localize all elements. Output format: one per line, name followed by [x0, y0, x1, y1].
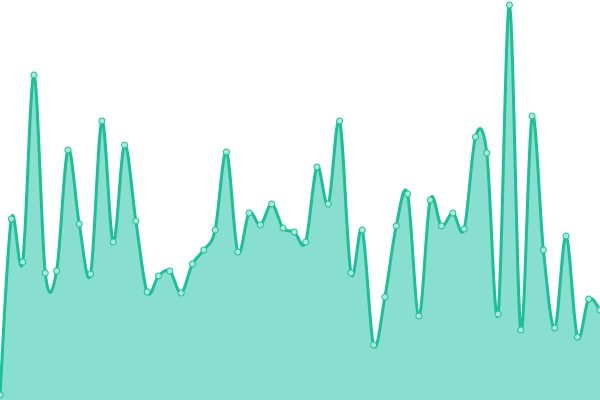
- data-point[interactable]: [245, 209, 253, 217]
- data-point[interactable]: [75, 220, 83, 228]
- data-point[interactable]: [143, 288, 151, 296]
- data-point[interactable]: [211, 226, 219, 234]
- data-point[interactable]: [358, 226, 366, 234]
- data-point[interactable]: [0, 391, 4, 399]
- data-point[interactable]: [415, 312, 423, 320]
- data-point[interactable]: [290, 228, 298, 236]
- data-point[interactable]: [404, 190, 412, 198]
- data-point[interactable]: [585, 295, 593, 303]
- data-point[interactable]: [517, 326, 525, 334]
- data-point[interactable]: [471, 133, 479, 141]
- data-point[interactable]: [381, 293, 389, 301]
- data-point[interactable]: [121, 141, 129, 149]
- data-point[interactable]: [109, 238, 117, 246]
- data-point[interactable]: [460, 225, 468, 233]
- data-point[interactable]: [200, 246, 208, 254]
- data-point[interactable]: [313, 163, 321, 171]
- data-point[interactable]: [87, 270, 95, 278]
- data-point[interactable]: [324, 200, 332, 208]
- data-point[interactable]: [494, 310, 502, 318]
- data-point[interactable]: [483, 149, 491, 157]
- data-point[interactable]: [449, 209, 457, 217]
- data-point[interactable]: [573, 333, 581, 341]
- data-point[interactable]: [256, 221, 264, 229]
- data-point[interactable]: [222, 148, 230, 156]
- data-point[interactable]: [279, 224, 287, 232]
- data-point[interactable]: [551, 324, 559, 332]
- area-fill: [0, 4, 600, 400]
- data-point[interactable]: [562, 232, 570, 240]
- data-point[interactable]: [7, 215, 15, 223]
- data-point[interactable]: [19, 258, 27, 266]
- data-point[interactable]: [539, 246, 547, 254]
- data-point[interactable]: [41, 269, 49, 277]
- data-point[interactable]: [596, 306, 600, 314]
- data-point[interactable]: [234, 248, 242, 256]
- data-point[interactable]: [188, 260, 196, 268]
- data-point[interactable]: [336, 117, 344, 125]
- data-point[interactable]: [53, 267, 61, 275]
- data-point[interactable]: [392, 222, 400, 230]
- data-point[interactable]: [426, 196, 434, 204]
- data-point[interactable]: [302, 238, 310, 246]
- data-point[interactable]: [268, 200, 276, 208]
- data-point[interactable]: [370, 341, 378, 349]
- data-point[interactable]: [505, 1, 513, 9]
- data-point[interactable]: [166, 267, 174, 275]
- data-point[interactable]: [177, 289, 185, 297]
- data-point[interactable]: [98, 117, 106, 125]
- data-point[interactable]: [528, 112, 536, 120]
- data-point[interactable]: [347, 269, 355, 277]
- data-point[interactable]: [64, 146, 72, 154]
- data-point[interactable]: [132, 217, 140, 225]
- data-point[interactable]: [30, 71, 38, 79]
- data-point[interactable]: [438, 222, 446, 230]
- data-point[interactable]: [154, 272, 162, 280]
